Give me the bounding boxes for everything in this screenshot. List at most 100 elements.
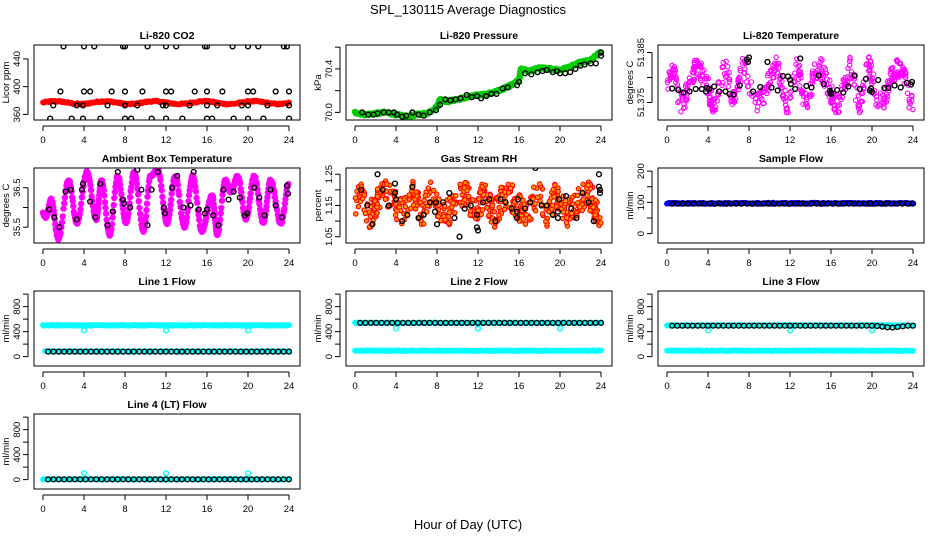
data-point: [186, 102, 193, 109]
data-point: [426, 199, 433, 206]
data-point: [859, 98, 866, 105]
series-spikes: [80, 470, 252, 477]
data-point: [768, 84, 775, 91]
x-tick-label: 8: [122, 258, 127, 269]
data-point: [522, 221, 529, 227]
x-axis: 0 4 8 12 16 20 24: [40, 125, 294, 146]
y-axis-label: kPa: [313, 74, 324, 91]
data-point: [505, 190, 512, 196]
data-point: [795, 63, 801, 70]
data-point: [142, 213, 150, 220]
data-point: [363, 218, 370, 224]
data-point: [101, 199, 109, 206]
data-point: [383, 181, 390, 187]
data-point: [811, 61, 818, 67]
plot-frame: [345, 44, 613, 121]
data-point: [148, 115, 155, 120]
data-point: [59, 213, 66, 220]
data-point: [415, 214, 422, 222]
panel-4: Gas Stream RH0 4 8 12 16 20 241.051.151.25perc…: [313, 153, 613, 269]
y-tick-label: 800: [636, 299, 647, 315]
data-point: [890, 73, 897, 80]
y-tick-label: 0: [12, 354, 23, 359]
data-point: [752, 99, 758, 105]
data-point: [804, 101, 810, 107]
x-tick-label: 0: [352, 135, 357, 146]
data-point: [720, 59, 727, 66]
data-point: [866, 54, 872, 60]
data-point: [908, 78, 916, 86]
data-point: [134, 102, 141, 109]
data-point: [238, 102, 245, 109]
data-point: [255, 45, 262, 50]
data-point: [476, 196, 482, 202]
data-point: [247, 190, 254, 197]
data-point: [851, 82, 857, 88]
data-point: [80, 327, 88, 334]
plot-area: [664, 322, 917, 354]
data-point: [236, 180, 244, 187]
data-point: [269, 180, 276, 188]
data-point: [744, 83, 751, 90]
data-point: [719, 64, 725, 71]
data-point: [128, 184, 135, 191]
data-point: [729, 101, 735, 107]
data-point: [280, 45, 287, 50]
data-point: [118, 191, 125, 198]
data-point: [515, 78, 523, 86]
data-point: [835, 102, 841, 108]
x-tick-label: 4: [393, 258, 398, 269]
data-point: [774, 87, 781, 94]
data-point: [497, 196, 504, 203]
data-point: [581, 61, 588, 68]
data-point: [873, 93, 880, 100]
plot-area: [351, 48, 605, 120]
data-point: [87, 181, 94, 189]
data-point: [697, 63, 703, 70]
data-point: [514, 196, 522, 203]
y-tick-label: 70.4: [324, 60, 335, 79]
data-point: [539, 211, 546, 217]
x-tick-label: 8: [746, 135, 751, 146]
data-point: [159, 102, 167, 109]
data-point: [385, 202, 392, 209]
data-point: [504, 84, 511, 91]
x-tick-label: 16: [826, 135, 837, 146]
data-point: [840, 89, 847, 96]
y-tick-label: 440: [12, 51, 23, 67]
data-point: [225, 196, 232, 203]
data-point: [244, 45, 252, 50]
data-point: [730, 91, 737, 98]
data-point: [574, 192, 581, 199]
data-point: [698, 77, 704, 84]
data-point: [167, 201, 174, 209]
series-raw-low: [352, 347, 604, 354]
x-axis: 0 4 8 12 16 20 24: [40, 371, 294, 392]
data-point: [374, 193, 381, 200]
data-point: [675, 86, 682, 94]
panel-title: Li-820 Pressure: [440, 30, 518, 42]
data-point: [819, 68, 825, 74]
data-point: [910, 348, 916, 354]
data-point: [909, 322, 917, 329]
data-point: [420, 211, 427, 218]
y-axis: 1.051.151.25: [324, 165, 341, 246]
x-axis: 0 4 8 12 16 20 24: [40, 248, 294, 269]
data-point: [148, 186, 155, 193]
y-axis-label: ml/min: [313, 315, 324, 343]
data-point: [364, 202, 371, 209]
y-axis-label: degrees C: [625, 60, 636, 104]
data-point: [218, 197, 226, 204]
data-point: [159, 199, 167, 206]
data-point: [760, 89, 766, 96]
data-point: [868, 58, 874, 65]
data-point: [100, 186, 107, 194]
data-point: [554, 208, 562, 215]
x-tick-label: 8: [434, 135, 439, 146]
data-point: [97, 180, 104, 187]
data-point: [126, 193, 134, 201]
data-point: [168, 88, 175, 95]
